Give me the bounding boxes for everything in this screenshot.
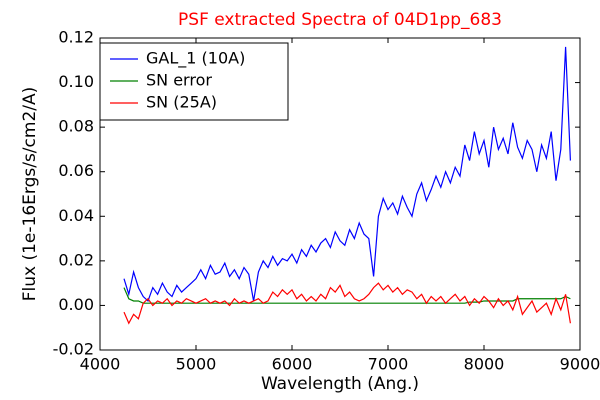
- y-tick-label: 0.04: [58, 206, 94, 225]
- x-tick-label: 7000: [368, 355, 409, 374]
- legend-label: SN error: [146, 71, 212, 90]
- legend-label: GAL_1 (10A): [146, 49, 245, 69]
- y-tick-label: 0.08: [58, 117, 94, 136]
- series-line: [123, 282, 571, 325]
- x-tick-label: 4000: [80, 355, 121, 374]
- y-tick-label: 0.02: [58, 250, 94, 269]
- legend-label: SN (25A): [146, 93, 217, 112]
- x-tick-label: 6000: [272, 355, 313, 374]
- x-axis-label: Wavelength (Ang.): [261, 374, 419, 394]
- y-axis-label: Flux (1e-16Ergs/s/cm2/A): [20, 87, 40, 302]
- plot-frame: [99, 37, 581, 351]
- y-tick-label: 0.10: [58, 72, 94, 91]
- y-tick-label: 0.00: [58, 295, 94, 314]
- chart-title: PSF extracted Spectra of 04D1pp_683: [178, 10, 502, 30]
- series-line: [123, 46, 571, 303]
- series-line: [123, 287, 571, 304]
- x-tick-label: 9000: [560, 355, 600, 374]
- x-tick-label: 8000: [464, 355, 505, 374]
- y-tick-label: 0.12: [58, 28, 94, 47]
- y-tick-label: 0.06: [58, 161, 94, 180]
- y-tick-label: -0.02: [53, 340, 94, 359]
- x-tick-label: 5000: [176, 355, 217, 374]
